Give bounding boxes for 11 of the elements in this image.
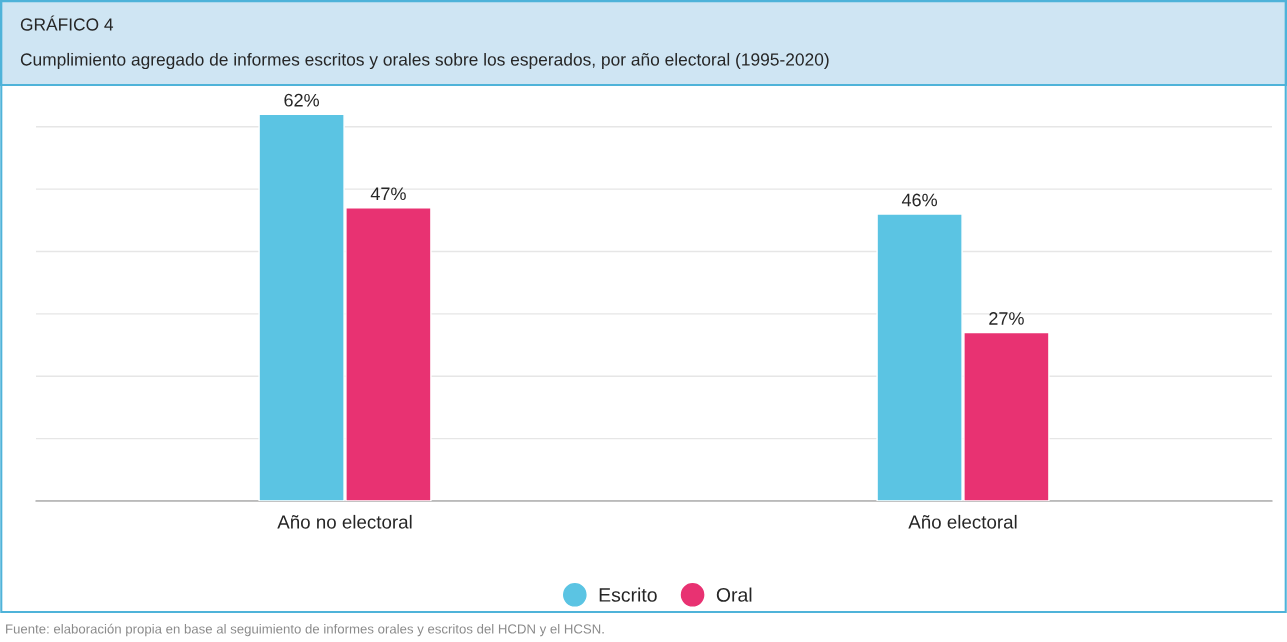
chart-subtitle: Cumplimiento agregado de informes escritos y orales sobre los esperados, por año electoral (1995-2020) xyxy=(20,52,829,70)
chart-title: GRÁFICO 4 xyxy=(20,15,114,31)
x-tick-label: Año electoral xyxy=(908,514,1017,529)
legend-label: Escrito xyxy=(599,587,657,602)
data-label: 47% xyxy=(370,187,406,201)
data-label: 46% xyxy=(901,193,938,207)
source-note: Fuente: elaboración propia en base al seguimiento de informes orales y escritos del HCDN y el HCSN. xyxy=(6,623,604,637)
legend-label: Oral xyxy=(716,587,752,602)
data-label: 27% xyxy=(989,312,1024,325)
data-label: 62% xyxy=(284,93,320,107)
x-tick-label: Año no electoral xyxy=(277,514,412,529)
